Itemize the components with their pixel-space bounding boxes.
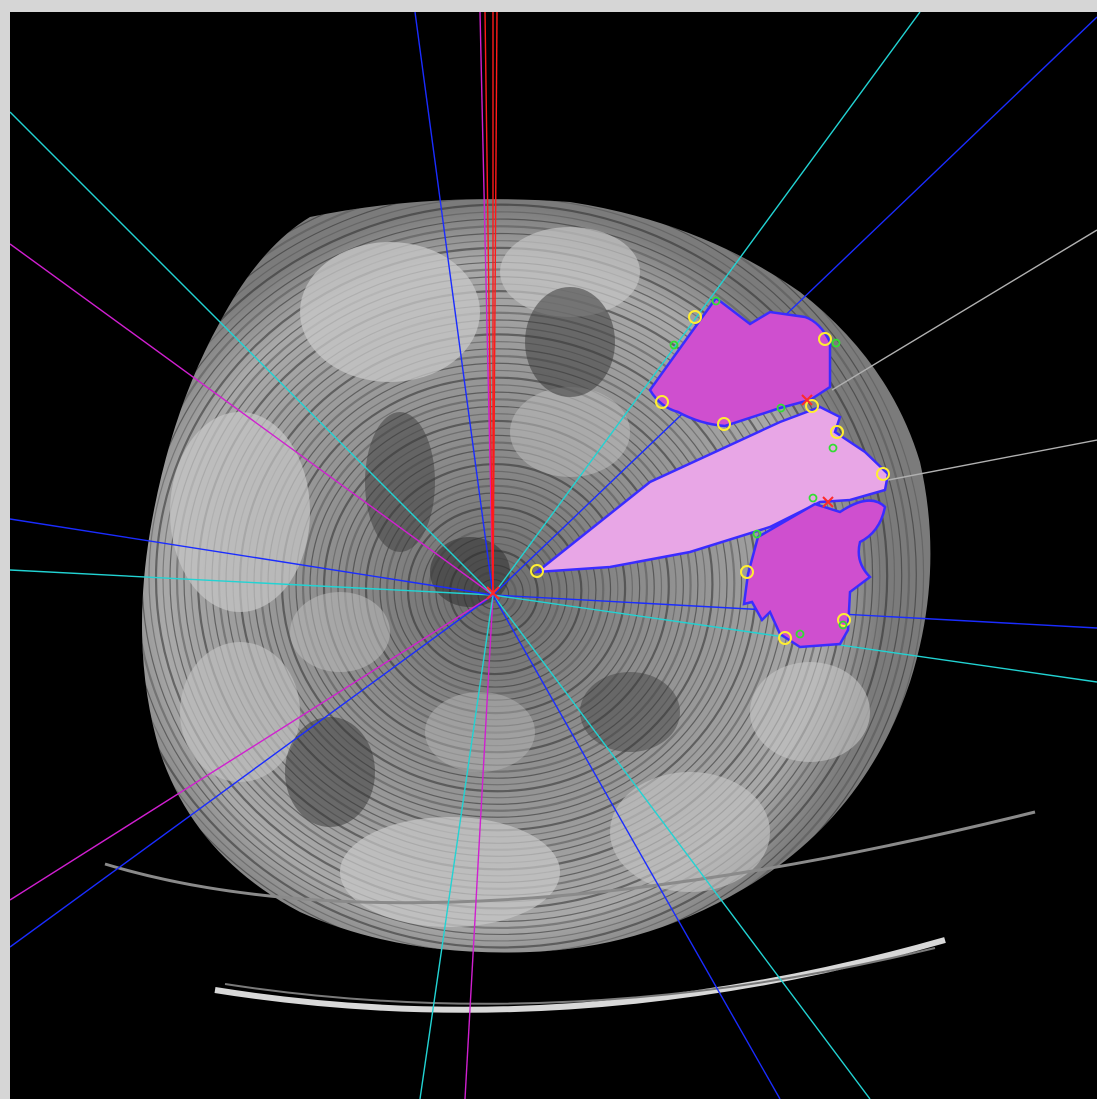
control-point-yellow[interactable] [740,565,754,579]
control-point-yellow[interactable] [778,631,792,645]
control-point-green[interactable] [669,340,679,350]
ray-magenta-upper-left [10,243,494,596]
ray-cyan-lower-right [492,594,871,1099]
control-point-yellow[interactable] [818,332,832,346]
control-point-green[interactable] [838,620,848,630]
growth-ring [142,199,911,953]
ray-gray-1 [831,229,1097,391]
control-point-green[interactable] [776,403,786,413]
ray-cyan-left [10,569,494,596]
control-point-yellow[interactable] [717,417,731,431]
control-point-yellow[interactable] [830,425,844,439]
light-patches [170,227,870,927]
control-point-yellow[interactable] [655,395,669,409]
control-point-green[interactable] [711,296,721,306]
segmentation-overlay[interactable] [533,296,890,649]
ray-vertical-1 [484,12,494,596]
ray-blue-top [414,12,494,596]
growth-ring [142,199,903,953]
ct-scan-canvas[interactable] [10,12,1097,1099]
ray-cyan-upper-left [10,111,494,596]
radial-rays [10,12,1097,1099]
control-point-yellow[interactable] [805,399,819,413]
growth-ring [142,199,925,953]
ray-blue-upper-right [492,16,1097,596]
control-point-green[interactable] [831,338,841,348]
center-seed-marker[interactable] [486,586,500,600]
growth-ring [142,218,874,936]
lower-segment[interactable] [742,499,887,649]
scanner-support-arcs [104,810,1036,1013]
control-point-green[interactable] [808,493,818,503]
ray-magenta-bottom [464,594,494,1099]
control-point-yellow[interactable] [530,564,544,578]
growth-ring [142,199,917,953]
ray-gray-2 [877,439,1097,483]
ray-magenta-lower-left [10,594,494,901]
growth-ring [142,203,889,949]
ray-blue-lower-right [492,594,781,1099]
ray-cyan-bottom [419,594,494,1099]
control-point-yellow[interactable] [688,310,702,324]
image-viewport[interactable] [10,12,1097,1099]
seed-marker-red[interactable] [822,496,834,508]
control-points[interactable] [530,296,890,645]
ray-blue-lower-left [10,594,494,948]
control-point-green[interactable] [795,629,805,639]
ray-blue-left [10,518,494,596]
seed-marker-red[interactable] [801,394,813,406]
ray-vertical-0 [479,12,494,596]
control-point-green[interactable] [752,529,762,539]
control-point-green[interactable] [828,443,838,453]
control-point-yellow[interactable] [837,613,851,627]
growth-ring [142,199,896,953]
dark-knots [285,287,680,827]
growth-ring [142,211,881,942]
control-point-yellow[interactable] [876,467,890,481]
ray-vertical-3 [492,12,498,596]
ray-cyan-upper-right [492,12,921,596]
